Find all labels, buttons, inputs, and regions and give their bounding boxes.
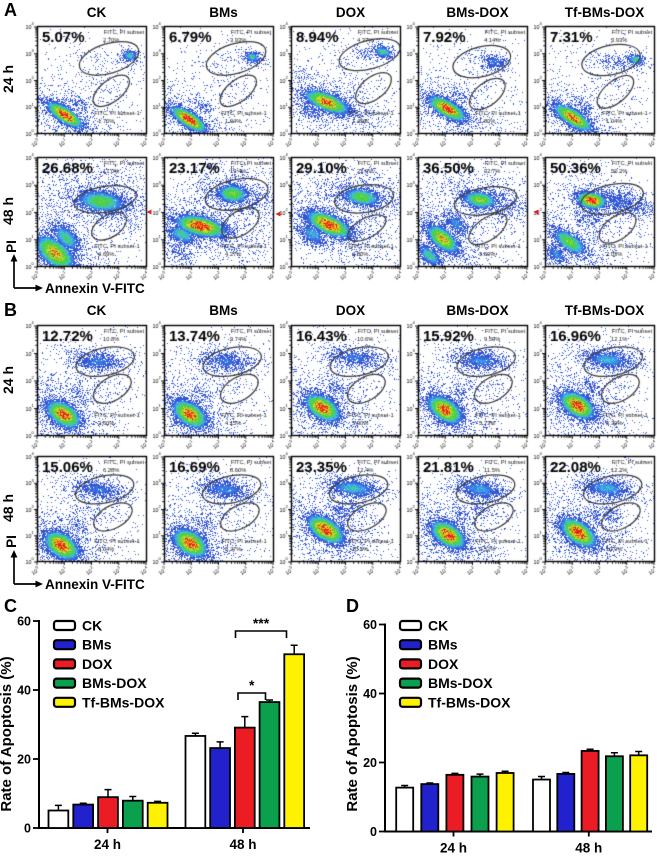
- svg-text:BMs: BMs: [428, 637, 458, 653]
- svg-text:60: 60: [363, 618, 377, 632]
- svg-text:*: *: [249, 677, 255, 693]
- svg-text:BMs-DOX: BMs-DOX: [428, 675, 493, 691]
- svg-text:20: 20: [17, 753, 31, 767]
- svg-text:0: 0: [24, 822, 31, 836]
- svg-text:40: 40: [363, 687, 377, 701]
- svg-text:DOX: DOX: [428, 656, 459, 672]
- svg-text:24 h: 24 h: [440, 841, 467, 856]
- svg-text:0: 0: [370, 825, 377, 839]
- svg-text:DOX: DOX: [82, 656, 113, 672]
- svg-text:24 h: 24 h: [94, 837, 121, 852]
- svg-text:20: 20: [363, 756, 377, 770]
- svg-text:60: 60: [17, 615, 31, 629]
- svg-text:Rate of Apoptosis (%): Rate of Apoptosis (%): [344, 656, 361, 811]
- svg-text:BMs-DOX: BMs-DOX: [82, 675, 147, 691]
- svg-text:BMs: BMs: [82, 637, 112, 653]
- svg-text:***: ***: [253, 615, 270, 631]
- svg-text:Tf-BMs-DOX: Tf-BMs-DOX: [82, 694, 165, 710]
- svg-text:Tf-BMs-DOX: Tf-BMs-DOX: [428, 694, 511, 710]
- svg-text:48 h: 48 h: [229, 837, 256, 852]
- svg-text:CK: CK: [82, 618, 102, 634]
- svg-text:40: 40: [17, 684, 31, 698]
- svg-text:48 h: 48 h: [575, 841, 602, 856]
- svg-text:CK: CK: [428, 618, 448, 634]
- svg-text:Rate of Apoptosis (%): Rate of Apoptosis (%): [0, 656, 15, 811]
